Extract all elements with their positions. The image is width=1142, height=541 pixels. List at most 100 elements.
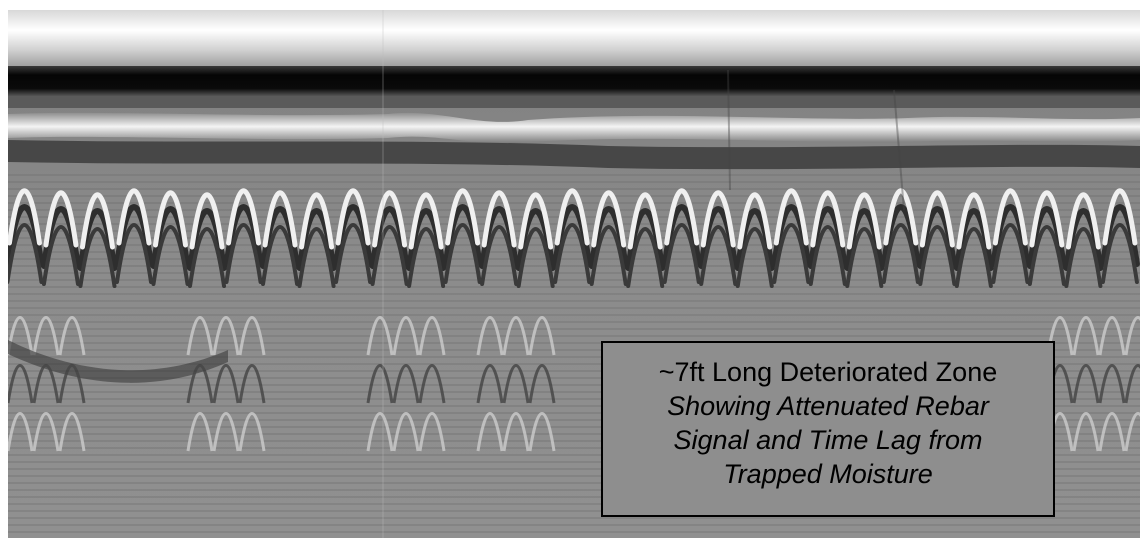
rebar-hyperbola [8, 188, 42, 246]
deep-reflection [392, 364, 420, 404]
rebar-hyperbola [626, 227, 665, 288]
deep-reflection [366, 364, 394, 404]
rebar-hyperbola [1027, 225, 1066, 286]
deep-reflection [58, 412, 86, 452]
rebar-hyperbola [261, 225, 300, 286]
deep-reflection [58, 316, 86, 356]
direct-wave-band [8, 66, 1140, 96]
deep-reflection [418, 316, 446, 356]
rebar-hyperbola [370, 225, 409, 286]
deep-reflection [58, 364, 86, 404]
rebar-hyperbola [627, 192, 663, 250]
rebar-hyperbola [735, 227, 774, 288]
deep-reflection [418, 364, 446, 404]
deep-reflection [8, 412, 34, 452]
deep-reflection [1098, 364, 1126, 404]
deep-reflection [366, 316, 394, 356]
rebar-hyperbola [881, 223, 920, 284]
deep-reflection [476, 364, 504, 404]
deep-reflection [392, 316, 420, 356]
deep-reflection [1124, 364, 1140, 404]
moisture-band [8, 340, 228, 383]
rebar-hyperbola [1102, 188, 1138, 246]
rebar-hyperbola [445, 188, 481, 246]
deep-reflection [366, 412, 394, 452]
rebar-hyperbola [8, 223, 44, 284]
rebar-hyperbola [516, 227, 555, 288]
deep-reflection [502, 316, 530, 356]
deep-reflection [1072, 316, 1100, 356]
deep-reflection [32, 412, 60, 452]
rebar-hyperbola [43, 190, 79, 248]
rebar-hyperbola [151, 225, 190, 286]
deep-reflection [8, 316, 34, 356]
rebar-hyperbola [1064, 227, 1103, 288]
trace-artifacts [382, 10, 905, 538]
deep-reflection [238, 412, 266, 452]
annotation-box: ~7ft Long Deteriorated Zone Showing Atte… [601, 341, 1055, 517]
rebar-hyperbola [662, 223, 701, 284]
deep-reflections [8, 316, 1140, 452]
radar-scan-graphic [8, 10, 1140, 538]
rebar-hyperbola [591, 190, 627, 248]
rebar-hyperbola [737, 192, 773, 250]
rebar-hyperbola [372, 190, 408, 248]
rebar-hyperbola [188, 227, 227, 288]
deep-reflection [186, 316, 214, 356]
rebar-hyperbola [553, 223, 592, 284]
rebar-hyperbola [845, 227, 884, 288]
rebar-hyperbola [883, 188, 919, 246]
rebar-hyperbolas [8, 188, 1140, 288]
rebar-hyperbola [991, 223, 1030, 284]
annotation-detail-line-1: Showing Attenuated Rebar [667, 391, 989, 421]
rebar-hyperbola [407, 227, 446, 288]
deep-reflection [1124, 412, 1140, 452]
rebar-hyperbola [1065, 192, 1101, 250]
deep-reflection [212, 316, 240, 356]
rebar-hyperbola [443, 223, 482, 284]
deep-reflection [186, 412, 214, 452]
annotation-heading: ~7ft Long Deteriorated Zone [658, 357, 998, 387]
deep-reflection [212, 412, 240, 452]
deep-reflection [32, 364, 60, 404]
rebar-hyperbola [152, 190, 188, 248]
deep-reflection [1046, 316, 1074, 356]
rebar-hyperbola [1100, 223, 1139, 284]
annotation-detail-line-3: Trapped Moisture [723, 459, 933, 489]
deep-reflection [238, 364, 266, 404]
deep-reflection [1124, 316, 1140, 356]
deep-reflection [528, 316, 556, 356]
rebar-hyperbola [956, 192, 992, 250]
rebar-hyperbola [224, 223, 263, 284]
deep-reflection [1098, 316, 1126, 356]
rebar-hyperbola [481, 190, 517, 248]
deep-reflection [8, 364, 34, 404]
reflection-band [8, 112, 1140, 144]
rebar-hyperbola [954, 227, 993, 288]
rebar-hyperbola [299, 192, 335, 250]
rebar-hyperbola [772, 223, 811, 284]
rebar-hyperbola [335, 188, 371, 246]
rebar-hyperbola [1029, 190, 1065, 248]
rebar-hyperbola [334, 223, 373, 284]
deep-reflection [186, 364, 214, 404]
rebar-hyperbola [992, 188, 1028, 246]
rebar-hyperbola [262, 190, 298, 248]
annotation-detail-line-2: Signal and Time Lag from [673, 425, 983, 455]
rebar-hyperbola [810, 190, 846, 248]
deep-reflection [1098, 412, 1126, 452]
rebar-hyperbola [116, 188, 152, 246]
rebar-hyperbola [41, 225, 80, 286]
rebar-hyperbola [808, 225, 847, 286]
rebar-hyperbola [114, 223, 153, 284]
rebar-hyperbola [664, 188, 700, 246]
rebar-hyperbola [699, 225, 738, 286]
rebar-hyperbola [226, 188, 262, 246]
deep-reflection [476, 412, 504, 452]
deep-reflection [212, 364, 240, 404]
rebar-hyperbola [297, 227, 336, 288]
deep-reflection [418, 412, 446, 452]
deep-reflection [502, 412, 530, 452]
rebar-hyperbola [554, 188, 590, 246]
deep-reflection [32, 316, 60, 356]
